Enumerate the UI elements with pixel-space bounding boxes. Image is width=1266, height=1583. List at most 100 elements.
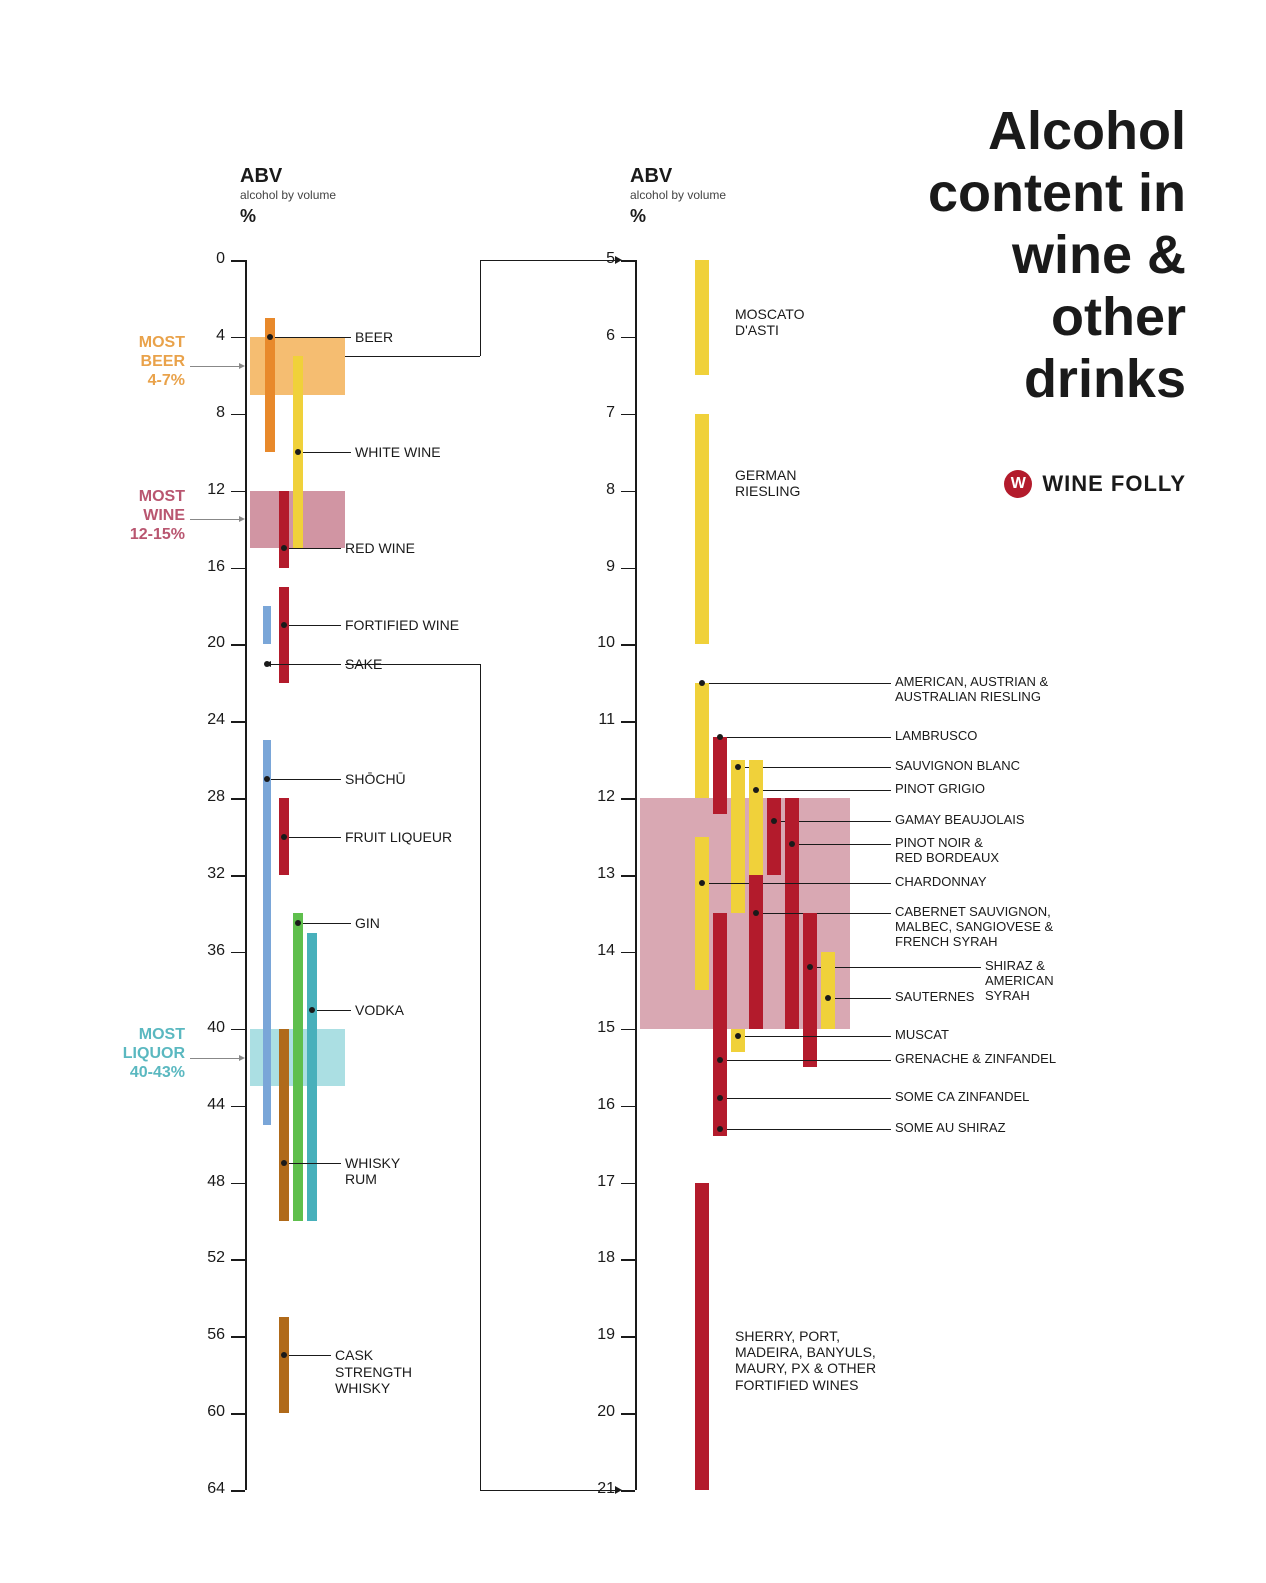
tick-label: 20 — [190, 634, 225, 652]
title-line: other — [928, 286, 1186, 348]
axis-pct: % — [630, 206, 726, 227]
label-pinot-noir: PINOT NOIR &RED BORDEAUX — [895, 836, 999, 866]
axis-tick — [231, 1183, 245, 1185]
label-gin: GIN — [355, 915, 380, 931]
bar-cab-sauv — [749, 875, 763, 1029]
zoom-connector — [345, 664, 480, 665]
axis-tick — [621, 1259, 635, 1261]
callout-dot — [699, 680, 705, 686]
axis-tick — [621, 491, 635, 493]
zoom-connector — [480, 260, 481, 356]
axis-tick — [231, 414, 245, 416]
title-line: wine & — [928, 224, 1186, 286]
callout-dot — [264, 776, 270, 782]
tick-label: 24 — [190, 711, 225, 729]
band-label: MOSTLIQUOR40-43% — [123, 1025, 185, 1083]
axis-sub: alcohol by volume — [630, 188, 726, 202]
tick-label: 13 — [580, 865, 615, 883]
axis-sub: alcohol by volume — [240, 188, 336, 202]
band-label: MOSTWINE12-15% — [130, 487, 185, 545]
bar-sauv-blanc — [731, 760, 745, 914]
tick-label: 11 — [580, 711, 615, 729]
callout-line — [835, 998, 891, 999]
callout-dot — [717, 1126, 723, 1132]
axis-header: ABV alcohol by volume % — [240, 165, 336, 227]
axis-tick — [231, 1413, 245, 1415]
callout-dot — [807, 964, 813, 970]
callout-dot — [281, 1352, 287, 1358]
axis-tick — [621, 260, 635, 262]
axis-tick — [231, 1490, 245, 1492]
axis-abv: ABV — [630, 165, 726, 188]
zoom-arrow-icon — [615, 1486, 622, 1494]
band-arrow — [190, 366, 240, 367]
callout-line — [275, 337, 351, 338]
callout-line — [727, 1129, 891, 1130]
axis-tick — [621, 1413, 635, 1415]
zoom-connector — [480, 260, 615, 261]
tick-label: 60 — [190, 1403, 225, 1421]
bar-gin — [293, 913, 303, 1221]
tick-label: 28 — [190, 788, 225, 806]
label-au-shiraz: SOME AU SHIRAZ — [895, 1121, 1006, 1136]
axis-tick — [621, 1183, 635, 1185]
title-line: Alcohol — [928, 100, 1186, 162]
callout-line — [763, 790, 891, 791]
callout-line — [745, 1036, 891, 1037]
axis-tick — [621, 875, 635, 877]
callout-dot — [717, 1095, 723, 1101]
y-axis — [245, 260, 247, 1490]
y-axis — [635, 260, 637, 1490]
bar-muscat — [731, 1029, 745, 1052]
callout-line — [709, 883, 891, 884]
callout-dot — [735, 764, 741, 770]
callout-dot — [753, 910, 759, 916]
axis-tick — [231, 491, 245, 493]
callout-line — [745, 767, 891, 768]
label-grenache: GRENACHE & ZINFANDEL — [895, 1052, 1056, 1067]
bar-vodka — [307, 933, 317, 1221]
tick-label: 9 — [580, 558, 615, 576]
label-beer: BEER — [355, 329, 393, 345]
axis-tick — [621, 1029, 635, 1031]
axis-abv: ABV — [240, 165, 336, 188]
axis-tick — [231, 875, 245, 877]
bar-cask-whisky — [279, 1317, 289, 1413]
callout-line — [727, 1060, 891, 1061]
label-lambrusco: LAMBRUSCO — [895, 729, 977, 744]
callout-dot — [699, 880, 705, 886]
tick-label: 40 — [190, 1019, 225, 1037]
label-fortified-wine: FORTIFIED WINE — [345, 617, 459, 633]
label-fortified: SHERRY, PORT,MADEIRA, BANYULS,MAURY, PX … — [735, 1328, 876, 1392]
zoom-connector — [480, 664, 481, 1490]
label-aus-riesling: AMERICAN, AUSTRIAN &AUSTRALIAN RIESLING — [895, 675, 1048, 705]
tick-label: 14 — [580, 942, 615, 960]
label-red-wine: RED WINE — [345, 540, 415, 556]
axis-tick — [621, 414, 635, 416]
label-sauv-blanc: SAUVIGNON BLANC — [895, 759, 1020, 774]
tick-label: 32 — [190, 865, 225, 883]
tick-label: 18 — [580, 1249, 615, 1267]
bar-grenache — [713, 913, 727, 1105]
label-cab-sauv: CABERNET SAUVIGNON,MALBEC, SANGIOVESE &F… — [895, 905, 1053, 950]
band-arrow — [190, 519, 240, 520]
axis-tick — [621, 568, 635, 570]
callout-line — [289, 625, 341, 626]
axis-tick — [231, 1106, 245, 1108]
axis-tick — [231, 798, 245, 800]
title-line: drinks — [928, 348, 1186, 410]
axis-tick — [621, 1336, 635, 1338]
axis-tick — [231, 1029, 245, 1031]
label-gamay: GAMAY BEAUJOLAIS — [895, 813, 1025, 828]
label-shiraz: SHIRAZ &AMERICANSYRAH — [985, 959, 1054, 1004]
bar-moscato — [695, 260, 709, 375]
callout-dot — [771, 818, 777, 824]
tick-label: 48 — [190, 1173, 225, 1191]
axis-tick — [231, 260, 245, 262]
callout-dot — [789, 841, 795, 847]
label-german-riesling: GERMANRIESLING — [735, 467, 800, 499]
callout-line — [303, 923, 351, 924]
callout-dot — [717, 734, 723, 740]
bar-sake — [263, 606, 271, 644]
bar-sauternes — [821, 952, 835, 1029]
